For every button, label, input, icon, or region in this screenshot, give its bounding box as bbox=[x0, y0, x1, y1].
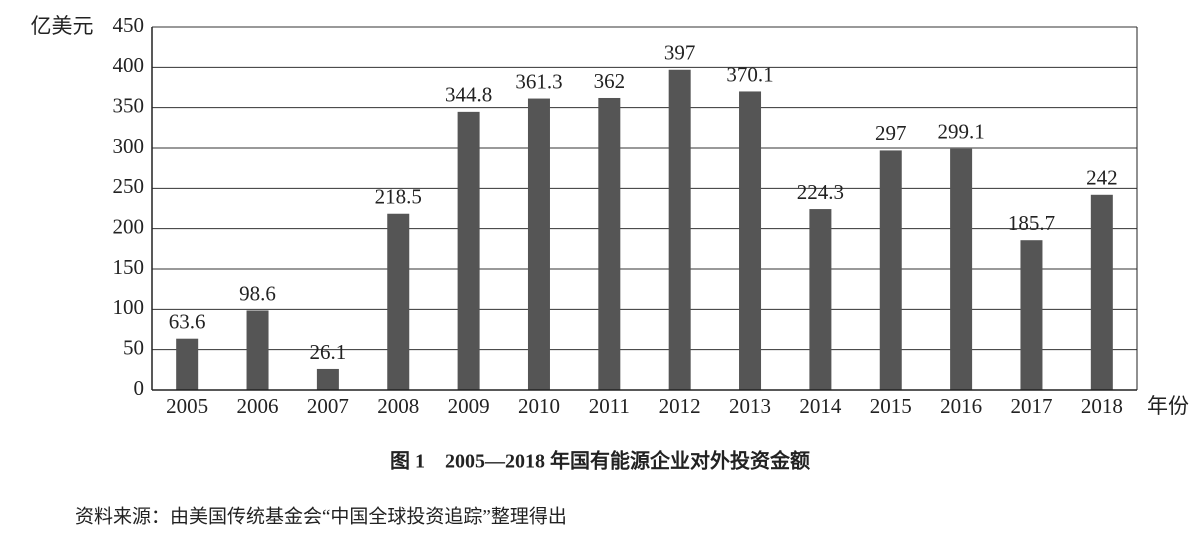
bar bbox=[739, 91, 762, 390]
bar bbox=[950, 148, 973, 390]
source-note: 资料来源：由美国传统基金会“中国全球投资追踪”整理得出 bbox=[75, 505, 567, 527]
x-tick-label: 2006 bbox=[237, 394, 279, 418]
x-tick-label: 2011 bbox=[589, 394, 630, 418]
value-label: 185.7 bbox=[1008, 211, 1055, 235]
bar bbox=[246, 310, 269, 390]
y-tick-label: 50 bbox=[123, 335, 144, 359]
y-tick-label: 0 bbox=[134, 376, 145, 400]
y-tick-label: 150 bbox=[113, 255, 145, 279]
bar bbox=[387, 213, 410, 390]
bar bbox=[879, 150, 902, 390]
value-label: 361.3 bbox=[515, 69, 562, 93]
bar bbox=[316, 368, 339, 390]
x-tick-label: 2014 bbox=[799, 394, 842, 418]
y-tick-label: 100 bbox=[113, 295, 145, 319]
value-label: 242 bbox=[1086, 166, 1118, 190]
bar bbox=[457, 111, 480, 391]
x-tick-label: 2013 bbox=[729, 394, 771, 418]
x-tick-label: 2008 bbox=[377, 394, 419, 418]
bar bbox=[809, 209, 832, 390]
value-label: 397 bbox=[664, 41, 696, 65]
value-label: 98.6 bbox=[239, 281, 276, 305]
x-tick-label: 2018 bbox=[1081, 394, 1123, 418]
value-label: 344.8 bbox=[445, 83, 492, 107]
y-tick-label: 350 bbox=[113, 93, 145, 117]
chart-title: 图 1 2005—2018 年国有能源企业对外投资金额 bbox=[390, 449, 810, 473]
y-tick-label: 450 bbox=[113, 13, 145, 37]
value-label: 63.6 bbox=[169, 310, 206, 334]
y-axis-label: 亿美元 bbox=[31, 14, 94, 38]
x-tick-label: 2015 bbox=[870, 394, 912, 418]
bar bbox=[176, 338, 199, 390]
value-label: 26.1 bbox=[310, 340, 347, 364]
x-tick-label: 2017 bbox=[1010, 394, 1052, 418]
y-tick-label: 200 bbox=[113, 214, 145, 238]
y-tick-label: 400 bbox=[113, 53, 145, 77]
bar bbox=[1090, 194, 1113, 390]
x-tick-label: 2012 bbox=[659, 394, 701, 418]
value-label: 224.3 bbox=[797, 180, 844, 204]
bar bbox=[668, 69, 691, 391]
x-tick-label: 2016 bbox=[940, 394, 982, 418]
value-label: 297 bbox=[875, 121, 907, 145]
x-tick-label: 2010 bbox=[518, 394, 560, 418]
y-tick-label: 250 bbox=[113, 174, 145, 198]
value-label: 299.1 bbox=[937, 120, 984, 144]
value-label: 362 bbox=[594, 69, 626, 93]
bar bbox=[527, 98, 550, 390]
x-tick-label: 2009 bbox=[448, 394, 490, 418]
x-axis-label: 年份 bbox=[1147, 394, 1189, 418]
value-label: 218.5 bbox=[375, 185, 422, 209]
x-tick-label: 2005 bbox=[166, 394, 208, 418]
x-tick-label: 2007 bbox=[307, 394, 349, 418]
value-label: 370.1 bbox=[726, 62, 773, 86]
bar bbox=[1020, 240, 1043, 390]
bar bbox=[598, 97, 621, 390]
y-tick-label: 300 bbox=[113, 134, 145, 158]
